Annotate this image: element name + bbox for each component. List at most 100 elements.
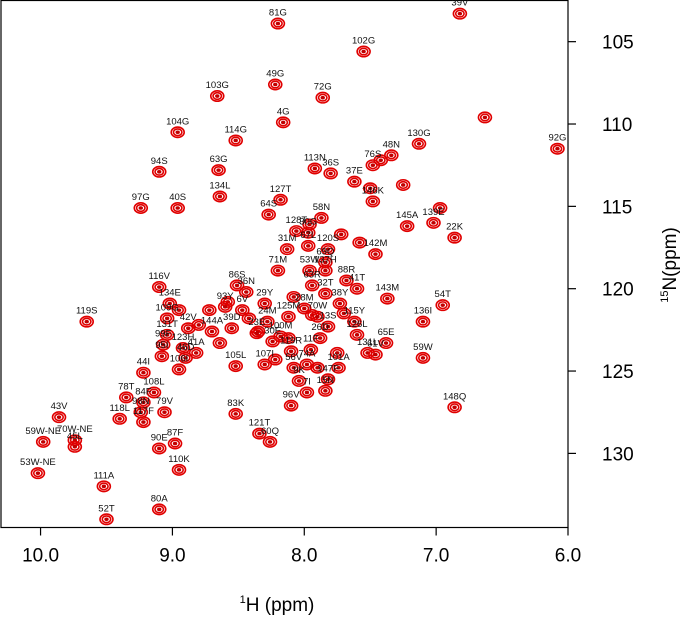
peak-label: 36S [322,157,339,168]
peak-contour-inner [230,409,241,418]
peak-119s [79,315,95,328]
peak-contour-outer [151,442,167,455]
peak-44i [136,366,151,379]
peak-label: 28M [295,292,314,303]
peak-label: 52T [98,503,115,514]
peak-contour-inner [307,310,318,320]
peak-center [217,194,223,199]
peak-contour-outer [303,343,319,356]
x-tick-label: 9.0 [159,546,185,567]
peak-center [354,286,360,291]
peak-contour-inner [259,299,270,308]
peak-center [328,171,333,176]
peak-center [176,468,182,472]
peak-label: 32T [317,278,334,289]
peak-contour-inner [38,437,49,446]
peak-center [370,199,376,204]
peak-label: 84F [135,386,152,397]
peak-center [254,331,260,335]
peak-contour-outer [365,195,381,208]
peak-label: 110K [168,454,190,465]
peak-11f [303,343,319,356]
peak-42v [180,322,196,335]
peak-104g [170,126,185,139]
peak-contour-inner [156,352,167,361]
peak-label: 71M [269,255,288,266]
peak-label: 46D [177,342,195,353]
peak-contour-inner [336,230,347,239]
peak-center [141,370,146,375]
peak-contour-outer [212,337,228,350]
peak-label: 58N [313,202,331,213]
peak-contour-outer [170,126,185,139]
peak-center [323,268,328,273]
peak-center [400,183,406,187]
y-tick-label: 125 [602,362,634,383]
peak-contour-inner [148,388,159,397]
peak-116v [151,281,167,294]
peak-center [175,130,180,135]
peak-contour-outer [291,374,307,387]
peak-contour-inner [241,287,252,297]
peak-contour-inner [114,414,125,423]
peak-center [373,352,378,357]
peak-center [278,197,283,202]
unlabeled-peak [241,312,257,325]
peak-contour-inner [264,437,275,446]
peak-contour-outer [399,220,415,233]
peak-label: 109G [156,302,179,313]
peak-110k [171,463,187,476]
peak-label: 119R [280,335,302,346]
peak-127t [273,193,288,206]
unlabeled-peak [333,228,349,241]
peak-center [325,377,331,382]
peak-111a [96,480,112,493]
peak-105l [228,360,244,373]
peak-center [404,224,410,228]
peak-label: 83K [227,398,245,409]
peak-label: 64S [260,199,277,210]
peak-center [302,306,307,311]
unlabeled-peak [171,304,187,317]
peak-center [291,365,296,370]
peak-contour-outer [211,164,226,177]
peak-center [339,232,344,237]
peak-contour-inner [402,222,413,231]
peak-label: 148Q [443,391,466,402]
unlabeled-peak [212,337,228,350]
unlabeled-peak [352,236,367,249]
peak-label: 59W-NE [25,426,61,437]
peak-contour-outer [347,315,362,328]
peak-contour-outer [96,480,112,493]
peak-contour-inner [307,281,318,290]
peak-contour-inner [370,350,381,359]
peak-center [306,230,311,235]
peak-label: 48N [383,139,401,150]
peak-label: 139E [422,207,444,218]
peak-label: 118L [109,403,129,414]
peak-contour-inner [214,338,225,348]
peak-71m [270,264,286,277]
peak-contour-inner [121,393,132,402]
peak-contour-inner [301,388,312,397]
peak-contour-outer [209,90,225,103]
x-tick-label: 8.0 [291,546,317,567]
peak-contour-outer [180,322,196,335]
peak-9k [291,374,307,387]
peak-99f [155,338,171,351]
peak-contour-inner [437,301,448,310]
peak-label: 106I [170,353,189,364]
peak-contour-inner [164,299,175,308]
peak-center [175,206,180,210]
peak-contour-outer [159,312,175,325]
peak-contour-outer [411,137,427,150]
peak-contour-inner [154,282,165,292]
peak-label: 41T [349,273,366,284]
peak-contour-inner [138,368,149,377]
peak-label: 130G [407,128,430,139]
peak-contour-outer [477,111,493,124]
peak-88r [339,274,354,287]
peak-contour-outer [323,167,338,180]
peak-center [164,333,170,337]
peak-contour-inner [305,345,316,354]
